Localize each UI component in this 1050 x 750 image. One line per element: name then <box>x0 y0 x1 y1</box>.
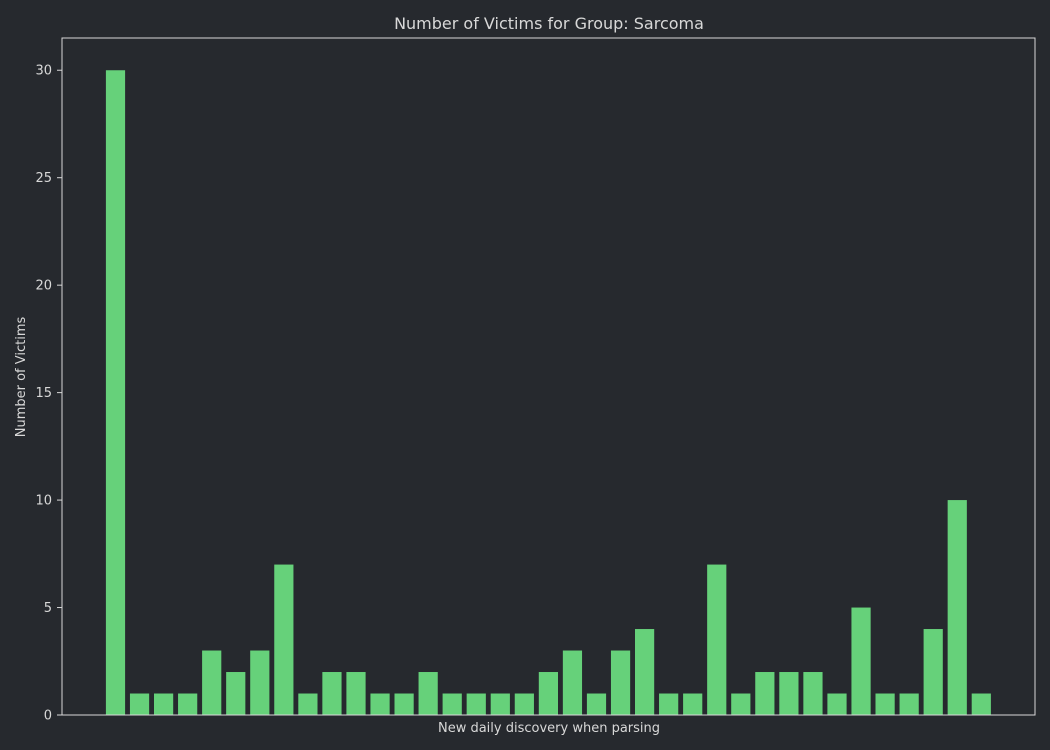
bar-11 <box>346 672 366 715</box>
bar-35 <box>923 629 943 715</box>
bar-10 <box>322 672 342 715</box>
y-tick-label-10: 10 <box>35 494 52 509</box>
axes-frame <box>61 37 1036 716</box>
bar-13 <box>394 693 414 715</box>
chart-title: Number of Victims for Group: Sarcoma <box>394 14 704 33</box>
y-axis: 0 5 10 15 20 25 30 <box>35 64 62 724</box>
bar-1 <box>105 70 126 716</box>
bar-18 <box>514 693 534 715</box>
bar-7 <box>250 650 270 715</box>
bar-28 <box>755 672 775 715</box>
y-tick-label-15: 15 <box>35 386 52 401</box>
bar-32 <box>851 607 871 715</box>
bar-9 <box>298 693 318 715</box>
bar-26 <box>707 564 727 715</box>
bar-15 <box>442 693 462 715</box>
bar-19 <box>538 672 558 715</box>
bar-33 <box>875 693 895 715</box>
bar-20 <box>562 650 583 715</box>
bar-24 <box>659 693 679 715</box>
y-tick-label-5: 5 <box>44 601 52 616</box>
bar-29 <box>779 672 799 715</box>
bar-37 <box>971 693 991 715</box>
bar-30 <box>803 672 823 715</box>
y-axis-label: Number of Victims <box>14 317 29 438</box>
bar-34 <box>899 693 919 715</box>
bar-6 <box>226 672 246 715</box>
y-tick-label-25: 25 <box>35 171 52 186</box>
bar-5 <box>202 650 222 715</box>
bar-12 <box>370 693 390 715</box>
bar-27 <box>731 693 751 715</box>
y-tick-label-0: 0 <box>44 709 52 724</box>
bar-17 <box>490 693 510 715</box>
x-axis-label: New daily discovery when parsing <box>438 721 660 736</box>
bar-36 <box>947 500 967 715</box>
bar-3 <box>154 693 174 715</box>
bar-14 <box>418 672 438 715</box>
bar-8 <box>274 564 294 715</box>
plot-area <box>105 70 991 716</box>
y-tick-label-20: 20 <box>35 279 52 294</box>
bar-25 <box>683 693 703 715</box>
bar-4 <box>178 693 198 715</box>
bar-22 <box>610 650 631 715</box>
bar-16 <box>466 693 486 715</box>
bar-31 <box>827 693 847 715</box>
y-tick-label-30: 30 <box>35 64 52 79</box>
bar-2 <box>129 693 150 715</box>
bar-21 <box>586 693 607 715</box>
bar-23 <box>635 629 655 715</box>
